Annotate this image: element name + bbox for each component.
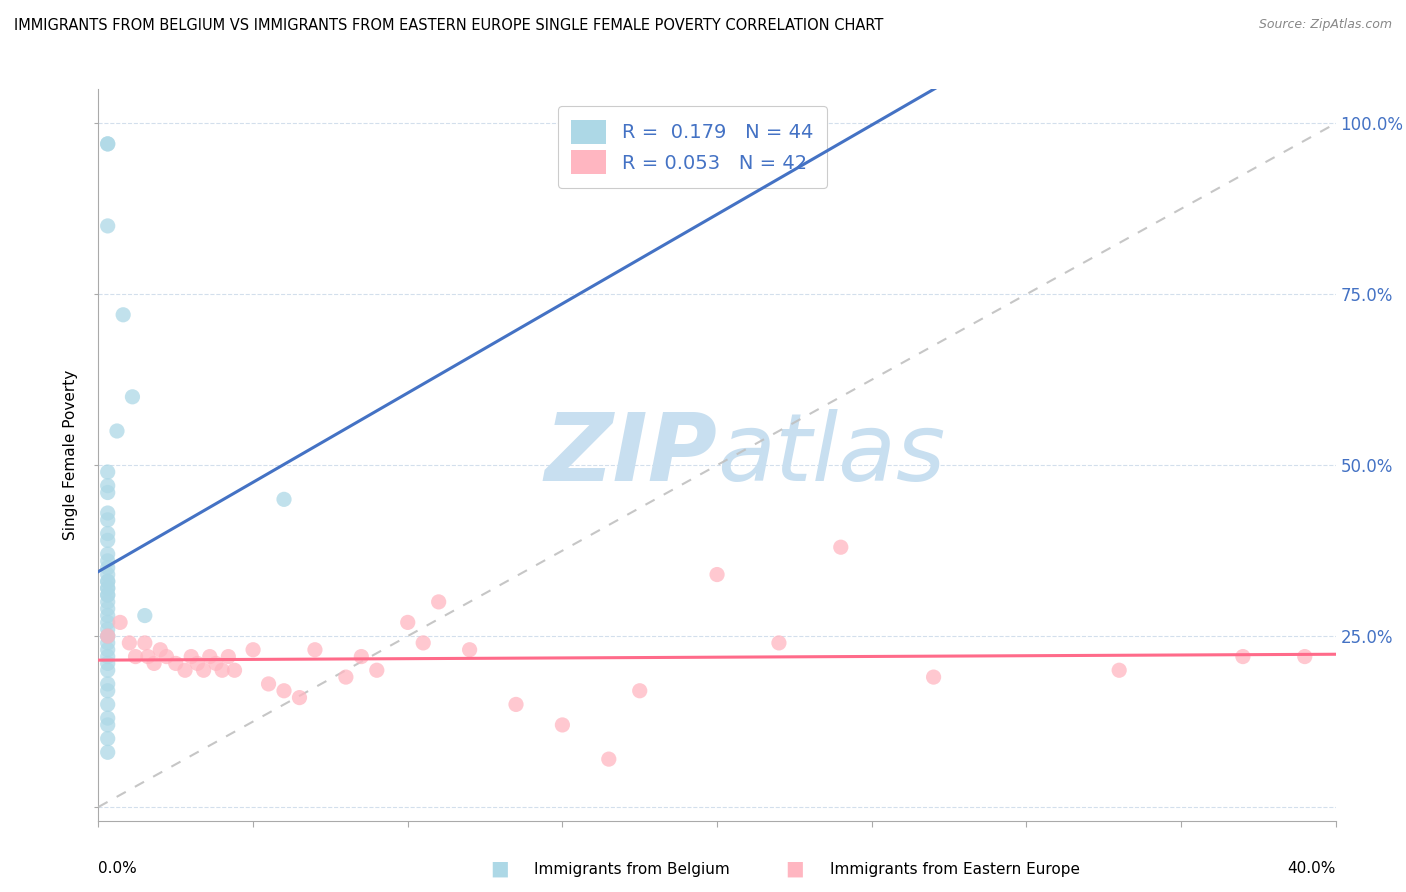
Text: IMMIGRANTS FROM BELGIUM VS IMMIGRANTS FROM EASTERN EUROPE SINGLE FEMALE POVERTY : IMMIGRANTS FROM BELGIUM VS IMMIGRANTS FR… [14,18,883,33]
Point [155,649,177,664]
Point [273,492,295,507]
Point [193,663,215,677]
Text: Immigrants from Eastern Europe: Immigrants from Eastern Europe [830,863,1080,877]
Text: ZIP: ZIP [544,409,717,501]
Point [242,642,264,657]
Point [628,683,651,698]
Point [224,663,246,677]
Point [97,718,120,732]
Point [304,642,326,657]
Point [97,731,120,746]
Text: ▪: ▪ [489,855,509,883]
Point [211,663,233,677]
Point [97,574,120,589]
Point [706,567,728,582]
Point [97,547,120,561]
Point [97,629,120,643]
Point [97,574,120,589]
Point [922,670,945,684]
Text: Immigrants from Belgium: Immigrants from Belgium [534,863,730,877]
Point [97,533,120,548]
Point [97,711,120,725]
Point [97,683,120,698]
Point [335,670,357,684]
Point [97,622,120,636]
Text: Source: ZipAtlas.com: Source: ZipAtlas.com [1258,18,1392,31]
Point [198,649,221,664]
Point [97,136,120,151]
Point [1294,649,1316,664]
Point [97,649,120,664]
Point [97,567,120,582]
Point [598,752,620,766]
Point [97,465,120,479]
Point [97,219,120,233]
Point [350,649,373,664]
Point [124,649,146,664]
Point [97,629,120,643]
Point [1108,663,1130,677]
Point [118,636,141,650]
Point [97,588,120,602]
Point [97,636,120,650]
Point [97,554,120,568]
Point [97,526,120,541]
Point [551,718,574,732]
Point [257,677,280,691]
Point [97,588,120,602]
Point [136,649,159,664]
Y-axis label: Single Female Poverty: Single Female Poverty [63,370,79,540]
Point [149,642,172,657]
Text: ▪: ▪ [785,855,804,883]
Point [121,390,143,404]
Point [97,608,120,623]
Point [97,485,120,500]
Point [105,424,128,438]
Text: atlas: atlas [717,409,945,500]
Point [97,745,120,759]
Point [396,615,419,630]
Point [97,513,120,527]
Point [366,663,388,677]
Point [97,677,120,691]
Point [427,595,450,609]
Point [97,581,120,595]
Text: 0.0%: 0.0% [98,861,138,876]
Point [97,595,120,609]
Point [97,506,120,520]
Point [97,642,120,657]
Point [97,581,120,595]
Point [217,649,239,664]
Point [97,136,120,151]
Text: 40.0%: 40.0% [1288,861,1336,876]
Point [174,663,197,677]
Legend: R =  0.179   N = 44, R = 0.053   N = 42: R = 0.179 N = 44, R = 0.053 N = 42 [558,106,827,187]
Point [112,308,135,322]
Point [97,698,120,712]
Point [205,657,228,671]
Point [97,601,120,615]
Point [108,615,131,630]
Point [273,683,295,698]
Point [134,608,156,623]
Point [97,657,120,671]
Point [830,540,852,554]
Point [134,636,156,650]
Point [97,615,120,630]
Point [143,657,166,671]
Point [97,629,120,643]
Point [97,478,120,492]
Point [288,690,311,705]
Point [180,649,202,664]
Point [505,698,527,712]
Point [97,663,120,677]
Point [97,560,120,574]
Point [165,657,187,671]
Point [1232,649,1254,664]
Point [186,657,208,671]
Point [458,642,481,657]
Point [768,636,790,650]
Point [412,636,434,650]
